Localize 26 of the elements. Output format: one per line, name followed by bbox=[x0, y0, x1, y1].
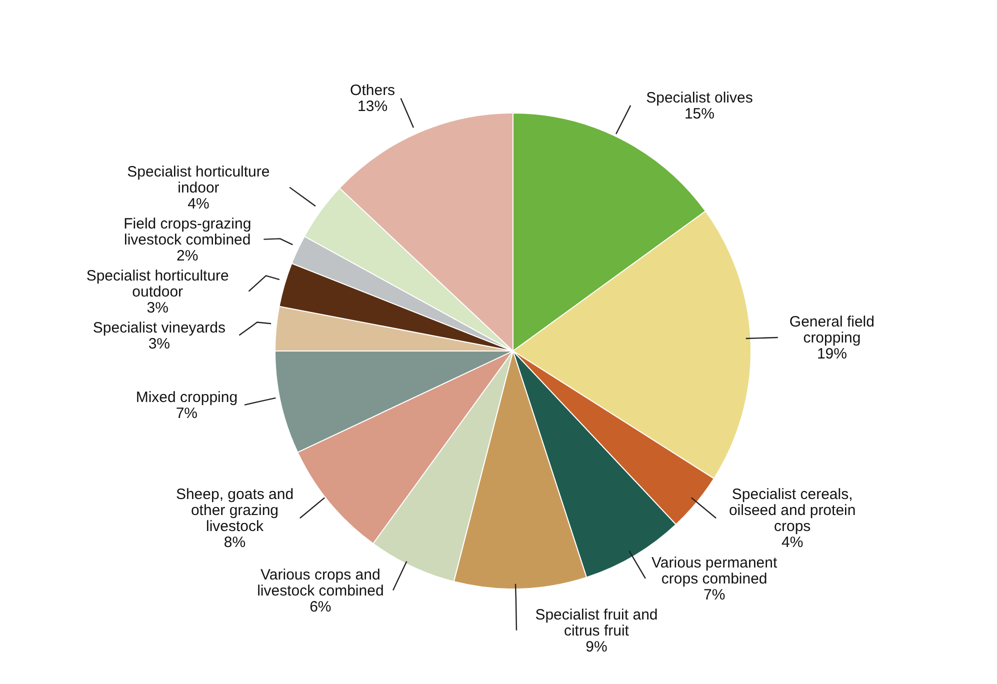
slice-label: Specialist horticulture indoor bbox=[127, 163, 270, 196]
slice-label: Specialist fruit and citrus fruit bbox=[535, 606, 658, 640]
slice-label: Various crops and livestock combined bbox=[257, 566, 384, 600]
data-label: 8% bbox=[224, 534, 246, 552]
data-label: 13% bbox=[358, 98, 388, 116]
slice-label: Specialist horticulture outdoor bbox=[86, 267, 229, 300]
slice-label: Mixed cropping bbox=[136, 388, 238, 406]
data-label: 19% bbox=[816, 346, 847, 363]
data-label: 3% bbox=[148, 335, 170, 352]
data-label: 2% bbox=[176, 247, 198, 264]
data-label: 4% bbox=[781, 534, 804, 552]
slice-label: General field cropping bbox=[789, 314, 874, 347]
slice-label: Sheep, goats and other grazing livestock bbox=[176, 486, 294, 536]
slice-label: Specialist cereals, oilseed and protein crops bbox=[728, 486, 856, 536]
slice-label: Various permanent crops combined bbox=[652, 554, 778, 588]
data-label: 9% bbox=[586, 638, 608, 656]
data-label: 3% bbox=[146, 299, 168, 316]
data-label: 4% bbox=[188, 195, 210, 212]
data-label: 7% bbox=[176, 404, 198, 422]
slice-label: Others bbox=[350, 82, 396, 100]
data-label: 7% bbox=[703, 586, 726, 604]
slice-label: Specialist vineyards bbox=[92, 319, 226, 336]
data-label: 6% bbox=[310, 598, 332, 616]
data-label: 15% bbox=[684, 105, 714, 122]
slice-label: Specialist olives bbox=[646, 89, 753, 106]
slice-label: Field crops-grazing livestock combined bbox=[124, 215, 252, 248]
